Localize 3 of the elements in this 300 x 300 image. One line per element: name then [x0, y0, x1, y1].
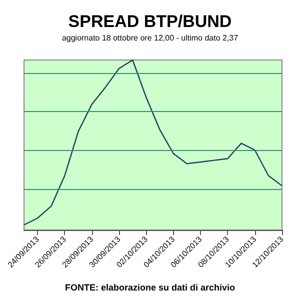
source-note: FONTE: elaborazione su dati di archivio — [64, 282, 236, 292]
chart-title: SPREAD BTP/BUND — [68, 12, 232, 31]
chart-subtitle: aggiornato 18 ottobre ore 12,00 - ultimo dato 2,37 — [62, 34, 239, 42]
